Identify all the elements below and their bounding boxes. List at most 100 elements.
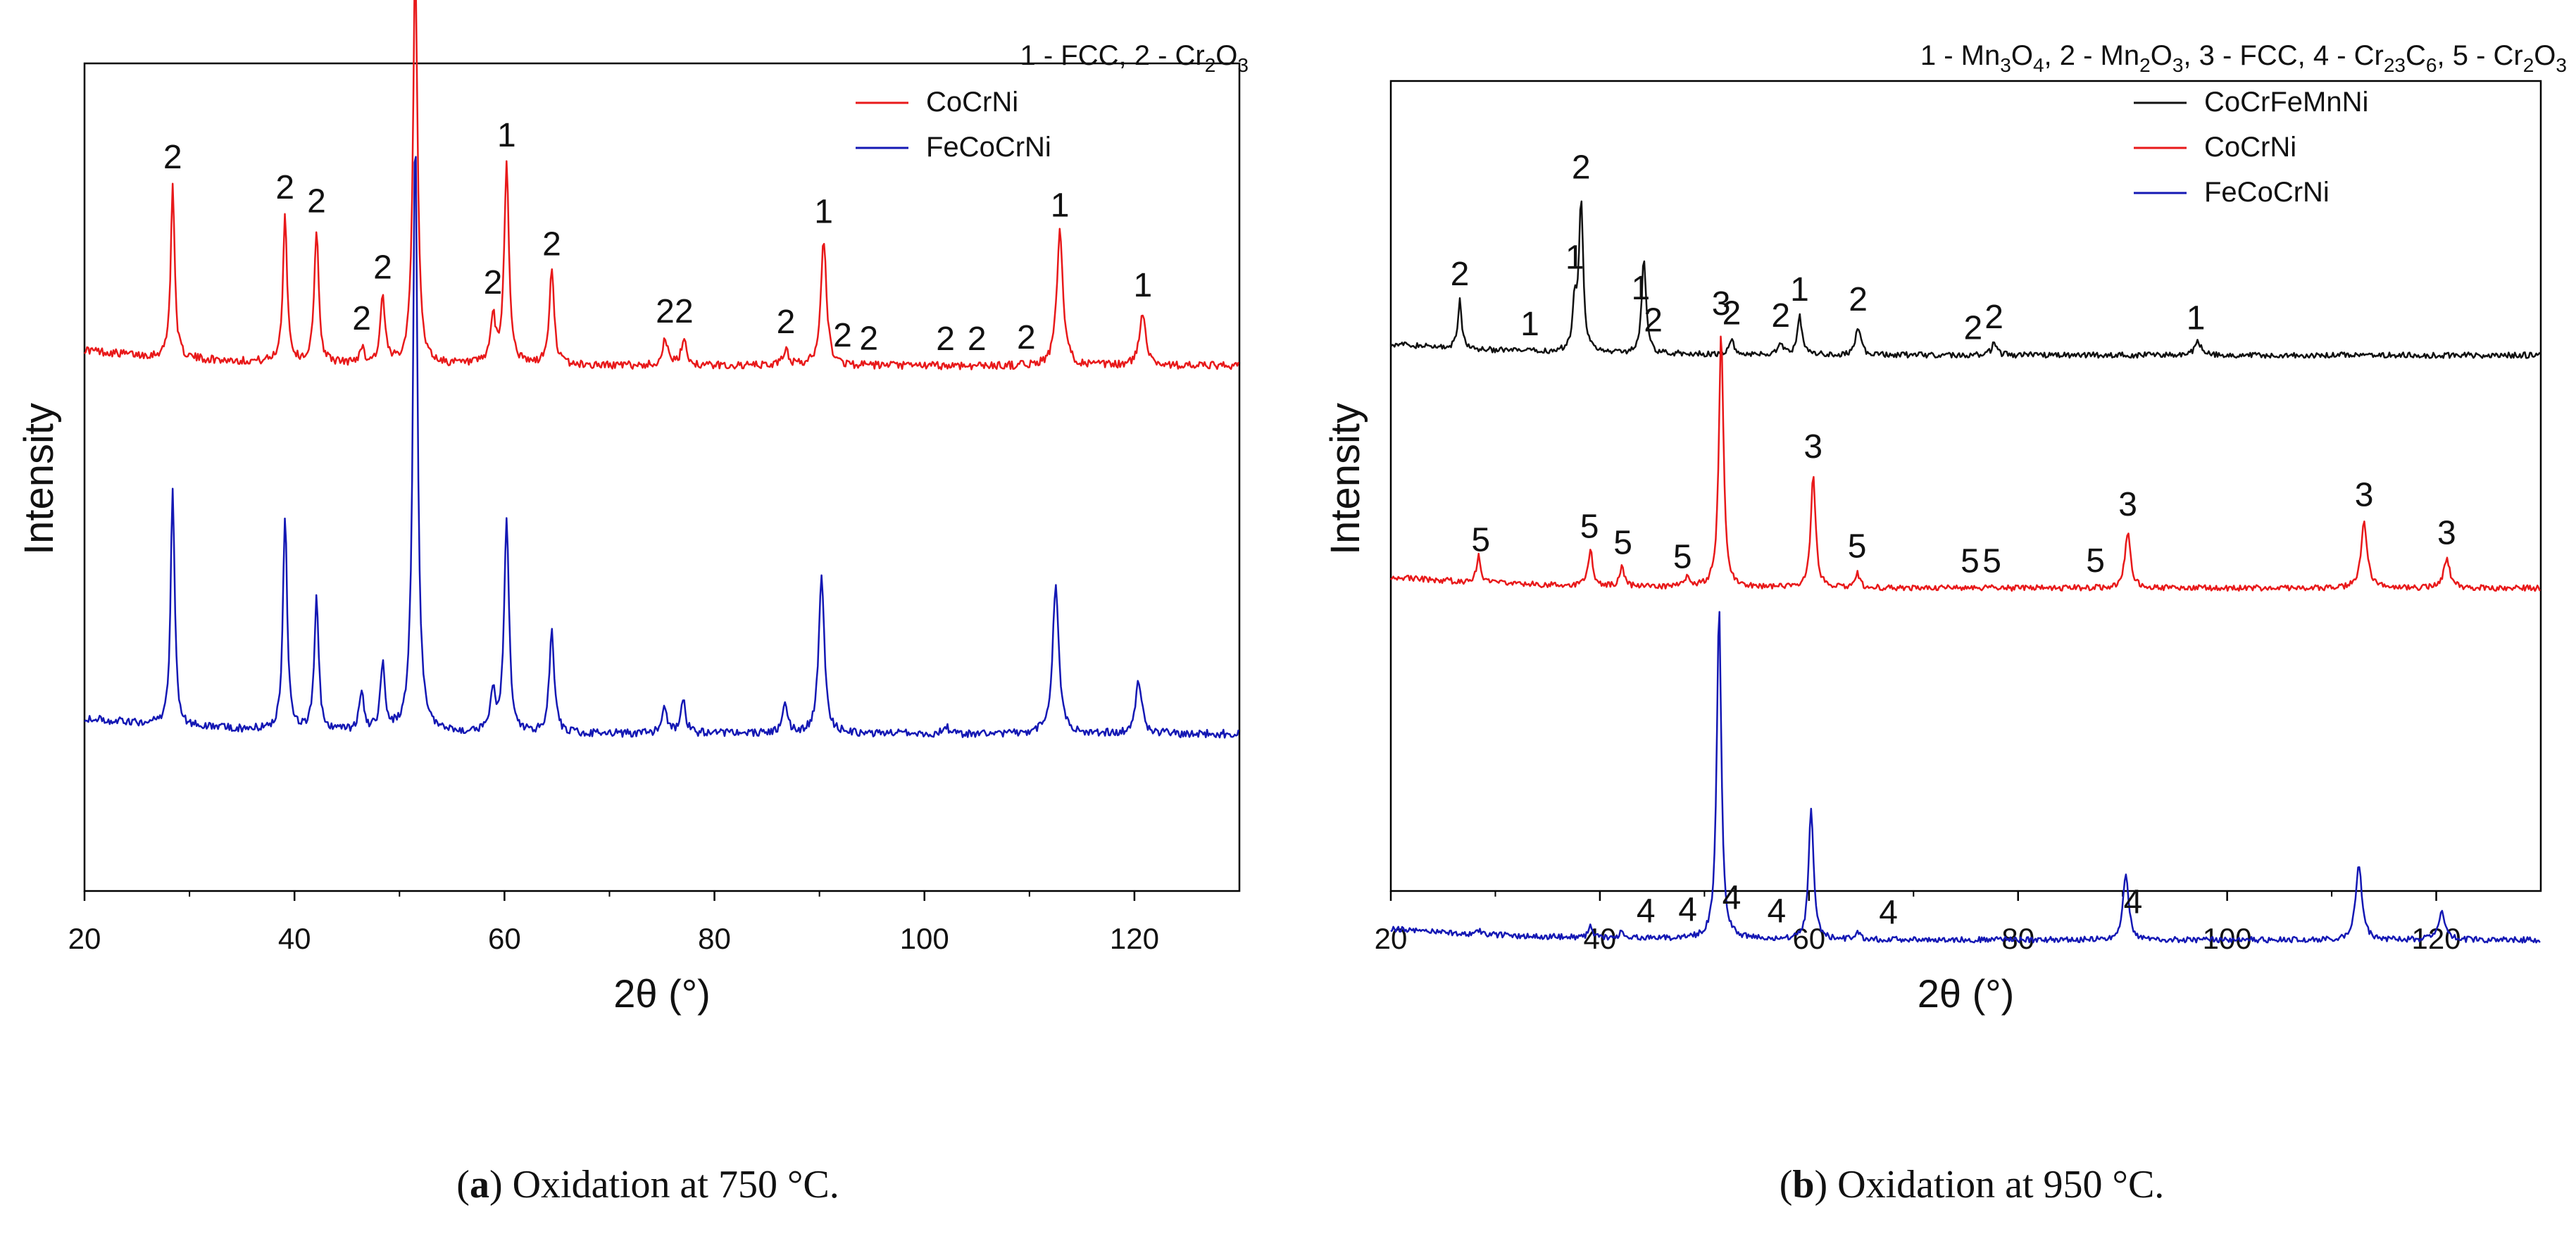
- peak-label: 2: [777, 304, 796, 341]
- peak-label: 5: [1471, 522, 1490, 559]
- phase-key: 1 - FCC, 2 - Cr2O3: [1020, 40, 1249, 76]
- x-tick-label: 100: [2203, 922, 2252, 955]
- peak-label: 1: [497, 117, 516, 154]
- peak-label: 4: [1678, 891, 1697, 928]
- series-line-cocrfemnni: [1390, 200, 2541, 359]
- peak-label: 2: [1722, 295, 1742, 332]
- peak-label: 2: [656, 293, 675, 330]
- phase-key-subscript: 3: [2172, 54, 2184, 76]
- caption-part: b: [1792, 1163, 1814, 1207]
- caption-part: a: [470, 1163, 489, 1207]
- x-axis: 20 40 60 80 100 120: [1375, 891, 2461, 955]
- caption-part: ) Oxidation at 950 °C.: [1815, 1163, 2165, 1207]
- peak-label: 2: [1984, 299, 2003, 336]
- phase-key-subscript: 2: [2523, 54, 2534, 76]
- plot-frame: [1389, 80, 2542, 892]
- caption-part: (: [1780, 1163, 1793, 1207]
- phase-key-subscript: 3: [1237, 54, 1249, 76]
- peak-label: 1: [1790, 271, 1809, 308]
- phase-key-part: O: [2151, 40, 2172, 71]
- plot-frame: [83, 62, 1241, 892]
- peak-label: 2: [859, 320, 878, 357]
- y-axis-label: Intensity: [1323, 403, 1368, 555]
- x-tick-label: 40: [1584, 922, 1617, 955]
- peak-label: 5: [1961, 543, 1980, 580]
- peak-label: 3: [1712, 285, 1731, 323]
- peak-label: 5: [1673, 539, 1692, 576]
- peak-label: 4: [1767, 892, 1786, 930]
- peak-label: 2: [936, 320, 955, 358]
- peak-label: 2: [542, 225, 561, 263]
- phase-key-part: O: [2011, 40, 2033, 71]
- peak-label: 5: [1580, 508, 1599, 545]
- peak-label: 4: [1879, 895, 1898, 932]
- panel-caption: (a) Oxidation at 750 °C.: [456, 1163, 839, 1207]
- phase-key-part: , 2 - Mn: [2044, 40, 2140, 71]
- caption-part: ) Oxidation at 750 °C.: [489, 1163, 839, 1207]
- x-axis-label: 2θ (°): [1918, 971, 2015, 1016]
- peak-label: 3: [2355, 476, 2374, 513]
- phase-key-part: 1 - Mn: [1920, 40, 2000, 71]
- peak-label: 2: [484, 264, 503, 301]
- peak-label: 3: [2437, 514, 2456, 551]
- x-tick-label: 80: [698, 922, 731, 955]
- x-axis: 20 40 60 80 100 120: [68, 891, 1159, 955]
- panel-caption: (b) Oxidation at 950 °C.: [1780, 1163, 2165, 1207]
- peak-label: 1: [2187, 299, 2206, 337]
- legend-label: CoCrFeMnNi: [2204, 87, 2368, 118]
- phase-key-subscript: 2: [1205, 54, 1216, 76]
- phase-key: 1 - Mn3O4, 2 - Mn2O3, 3 - FCC, 4 - Cr23C…: [1920, 40, 2567, 76]
- peak-label: 4: [1722, 879, 1742, 916]
- legend-label: FeCoCrNi: [926, 132, 1051, 163]
- phase-key-subscript: 3: [2556, 54, 2567, 76]
- series-line-fecocrni: [84, 156, 1240, 739]
- peak-label: 1: [1520, 306, 1539, 343]
- series-line-cocrni: [1390, 335, 2541, 592]
- x-tick-label: 120: [1110, 922, 1159, 955]
- peak-label: 2: [373, 249, 392, 286]
- peak-label: 2: [675, 293, 694, 330]
- peak-label: 2: [1964, 310, 1983, 347]
- peak-label: 5: [1848, 528, 1867, 566]
- phase-key-subscript: 6: [2426, 54, 2437, 76]
- x-tick-label: 100: [900, 922, 949, 955]
- peak-label: 2: [1017, 319, 1036, 356]
- legend: CoCrNi FeCoCrNi: [856, 87, 1051, 163]
- peak-label: 2: [833, 317, 852, 354]
- peak-label: 2: [307, 183, 326, 220]
- phase-key-part: O: [1215, 40, 1237, 71]
- legend: CoCrFeMnNi CoCrNi FeCoCrNi: [2134, 87, 2368, 208]
- x-tick-label: 40: [278, 922, 311, 955]
- peak-label: 1: [1631, 270, 1650, 307]
- phase-key-part: C: [2406, 40, 2426, 71]
- chart-panel-a: 20 40 60 80 100 120 2θ (°) Intensity 1 - FCC, 2 …: [16, 0, 1249, 1207]
- phase-key-subscript: 23: [2384, 54, 2406, 76]
- peak-label: 1: [814, 194, 833, 231]
- series-line-fecocrni: [1390, 611, 2541, 944]
- x-tick-label: 60: [488, 922, 521, 955]
- peak-label: 2: [1451, 256, 1470, 293]
- peak-label: 4: [1637, 893, 1656, 930]
- peak-label: 1: [1565, 239, 1584, 277]
- peak-label: 2: [1771, 297, 1790, 335]
- peak-label: 2: [1644, 301, 1663, 339]
- series-line-cocrni: [83, 0, 1239, 370]
- y-axis-label: Intensity: [16, 403, 62, 555]
- peak-label: 5: [2086, 542, 2105, 580]
- peak-label: 1: [1051, 187, 1070, 224]
- legend-label: FeCoCrNi: [2204, 177, 2330, 208]
- legend-label: CoCrNi: [926, 87, 1018, 118]
- peak-label: 3: [2118, 486, 2137, 523]
- phase-key-part: , 5 - Cr: [2437, 40, 2522, 71]
- x-axis-label: 2θ (°): [613, 971, 711, 1016]
- peak-label: 2: [163, 139, 182, 176]
- phase-key-subscript: 4: [2033, 54, 2044, 76]
- x-tick-label: 20: [68, 922, 101, 955]
- caption-part: (: [456, 1163, 470, 1207]
- peak-label: 2: [1572, 149, 1591, 186]
- peak-label: 5: [1982, 543, 2001, 580]
- peak-label: 2: [275, 169, 294, 206]
- peak-label: 2: [352, 300, 371, 337]
